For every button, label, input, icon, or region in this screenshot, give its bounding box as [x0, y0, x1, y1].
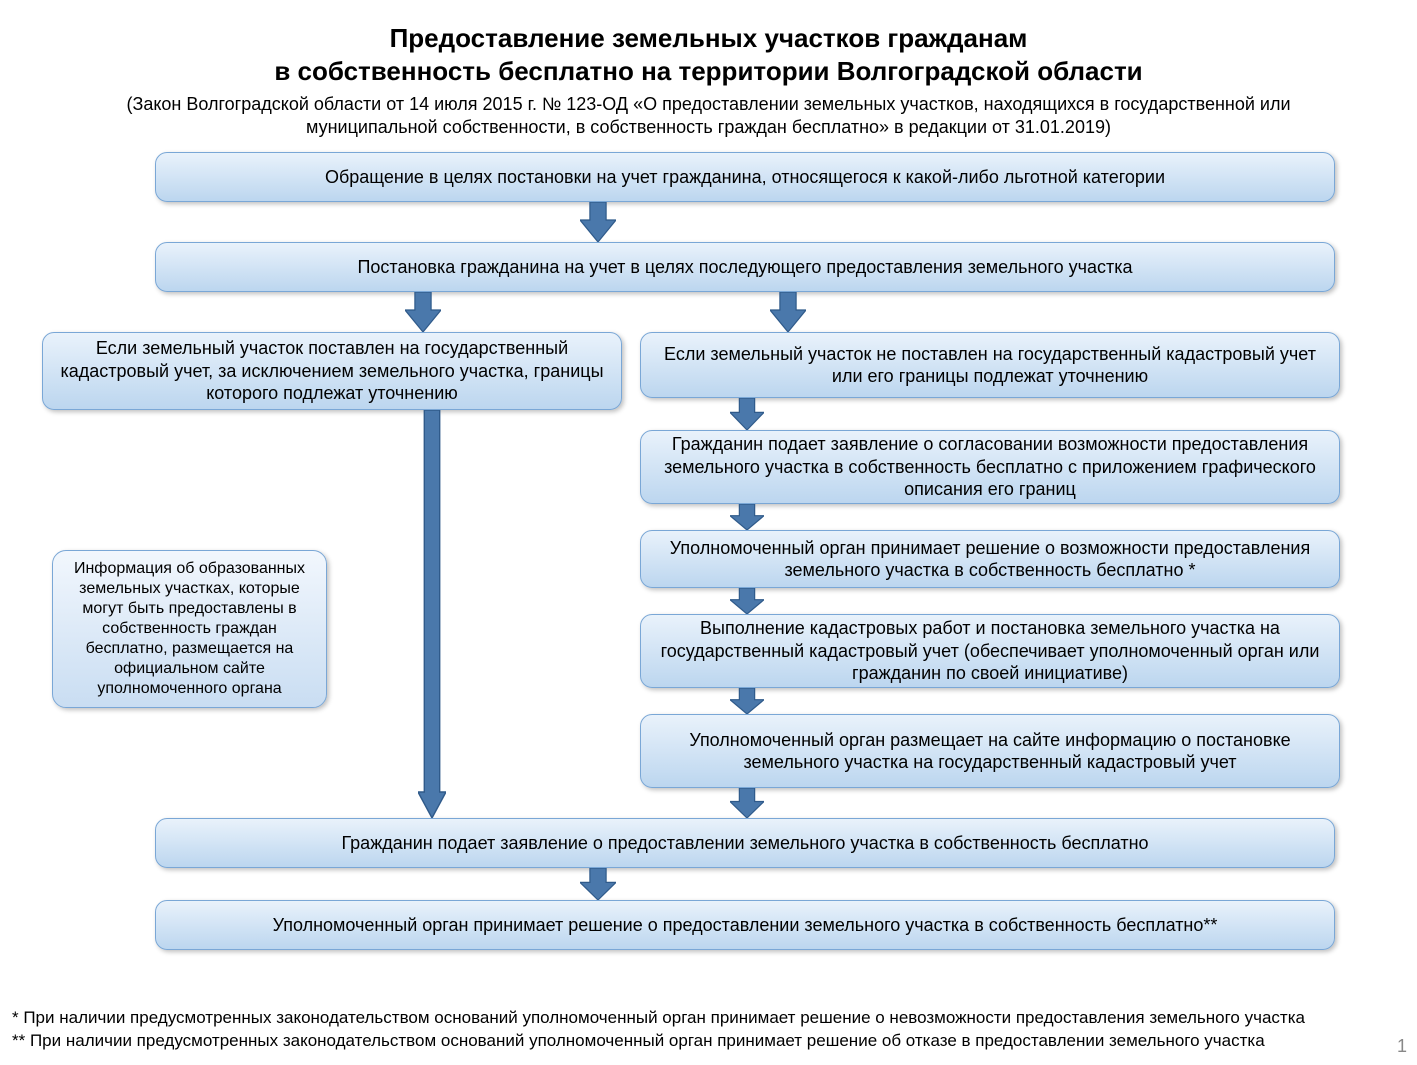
arrow-a9	[580, 868, 616, 900]
page-number: 1	[1397, 1036, 1407, 1057]
arrow-a3	[418, 410, 446, 818]
flow-box-b1: Обращение в целях постановки на учет гра…	[155, 152, 1335, 202]
footnotes: * При наличии предусмотренных законодате…	[12, 1007, 1305, 1053]
arrow-a6	[730, 588, 764, 614]
arrow-a8	[730, 788, 764, 818]
flow-box-b6: Уполномоченный орган принимает решение о…	[640, 530, 1340, 588]
flow-box-b7: Выполнение кадастровых работ и постановк…	[640, 614, 1340, 688]
flow-box-b10: Уполномоченный орган принимает решение о…	[155, 900, 1335, 950]
flow-box-info: Информация об образованных земельных уча…	[52, 550, 327, 708]
arrow-a2b	[770, 292, 806, 332]
flow-box-b3: Если земельный участок поставлен на госу…	[42, 332, 622, 410]
footnote-1: * При наличии предусмотренных законодате…	[12, 1007, 1305, 1030]
flow-box-b2: Постановка гражданина на учет в целях по…	[155, 242, 1335, 292]
footnote-2: ** При наличии предусмотренных законодат…	[12, 1030, 1305, 1053]
flow-box-b9: Гражданин подает заявление о предоставле…	[155, 818, 1335, 868]
arrow-a1	[580, 202, 616, 242]
arrow-a4	[730, 398, 764, 430]
flow-box-b5: Гражданин подает заявление о согласовани…	[640, 430, 1340, 504]
flow-box-b8: Уполномоченный орган размещает на сайте …	[640, 714, 1340, 788]
arrow-a7	[730, 688, 764, 714]
arrow-a5	[730, 504, 764, 530]
flowchart-canvas: Обращение в целях постановки на учет гра…	[0, 0, 1417, 1065]
flow-box-b4: Если земельный участок не поставлен на г…	[640, 332, 1340, 398]
arrow-a2a	[405, 292, 441, 332]
